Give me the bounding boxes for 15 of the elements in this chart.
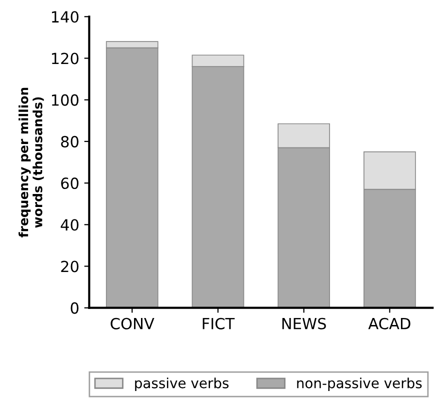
y-tick-label: 100: [52, 94, 78, 106]
y-axis-title: frequency per million words (thousands): [18, 88, 44, 238]
y-tick-label: 120: [52, 52, 78, 64]
legend-label: non-passive verbs: [297, 378, 422, 392]
y-tick-label: 0: [70, 302, 78, 314]
x-tick-label: FICT: [202, 318, 235, 330]
y-tick-label: 140: [52, 11, 78, 23]
y-tick-label: 40: [60, 219, 78, 231]
legend-label: passive verbs: [135, 378, 229, 392]
y-tick-label: 60: [61, 178, 78, 190]
x-tick-label: CONV: [110, 318, 154, 330]
x-tick-label: ACAD: [368, 318, 410, 330]
x-tick-label: NEWS: [282, 318, 326, 330]
y-tick-label: 20: [61, 260, 78, 272]
y-tick-label: 80: [61, 136, 78, 148]
